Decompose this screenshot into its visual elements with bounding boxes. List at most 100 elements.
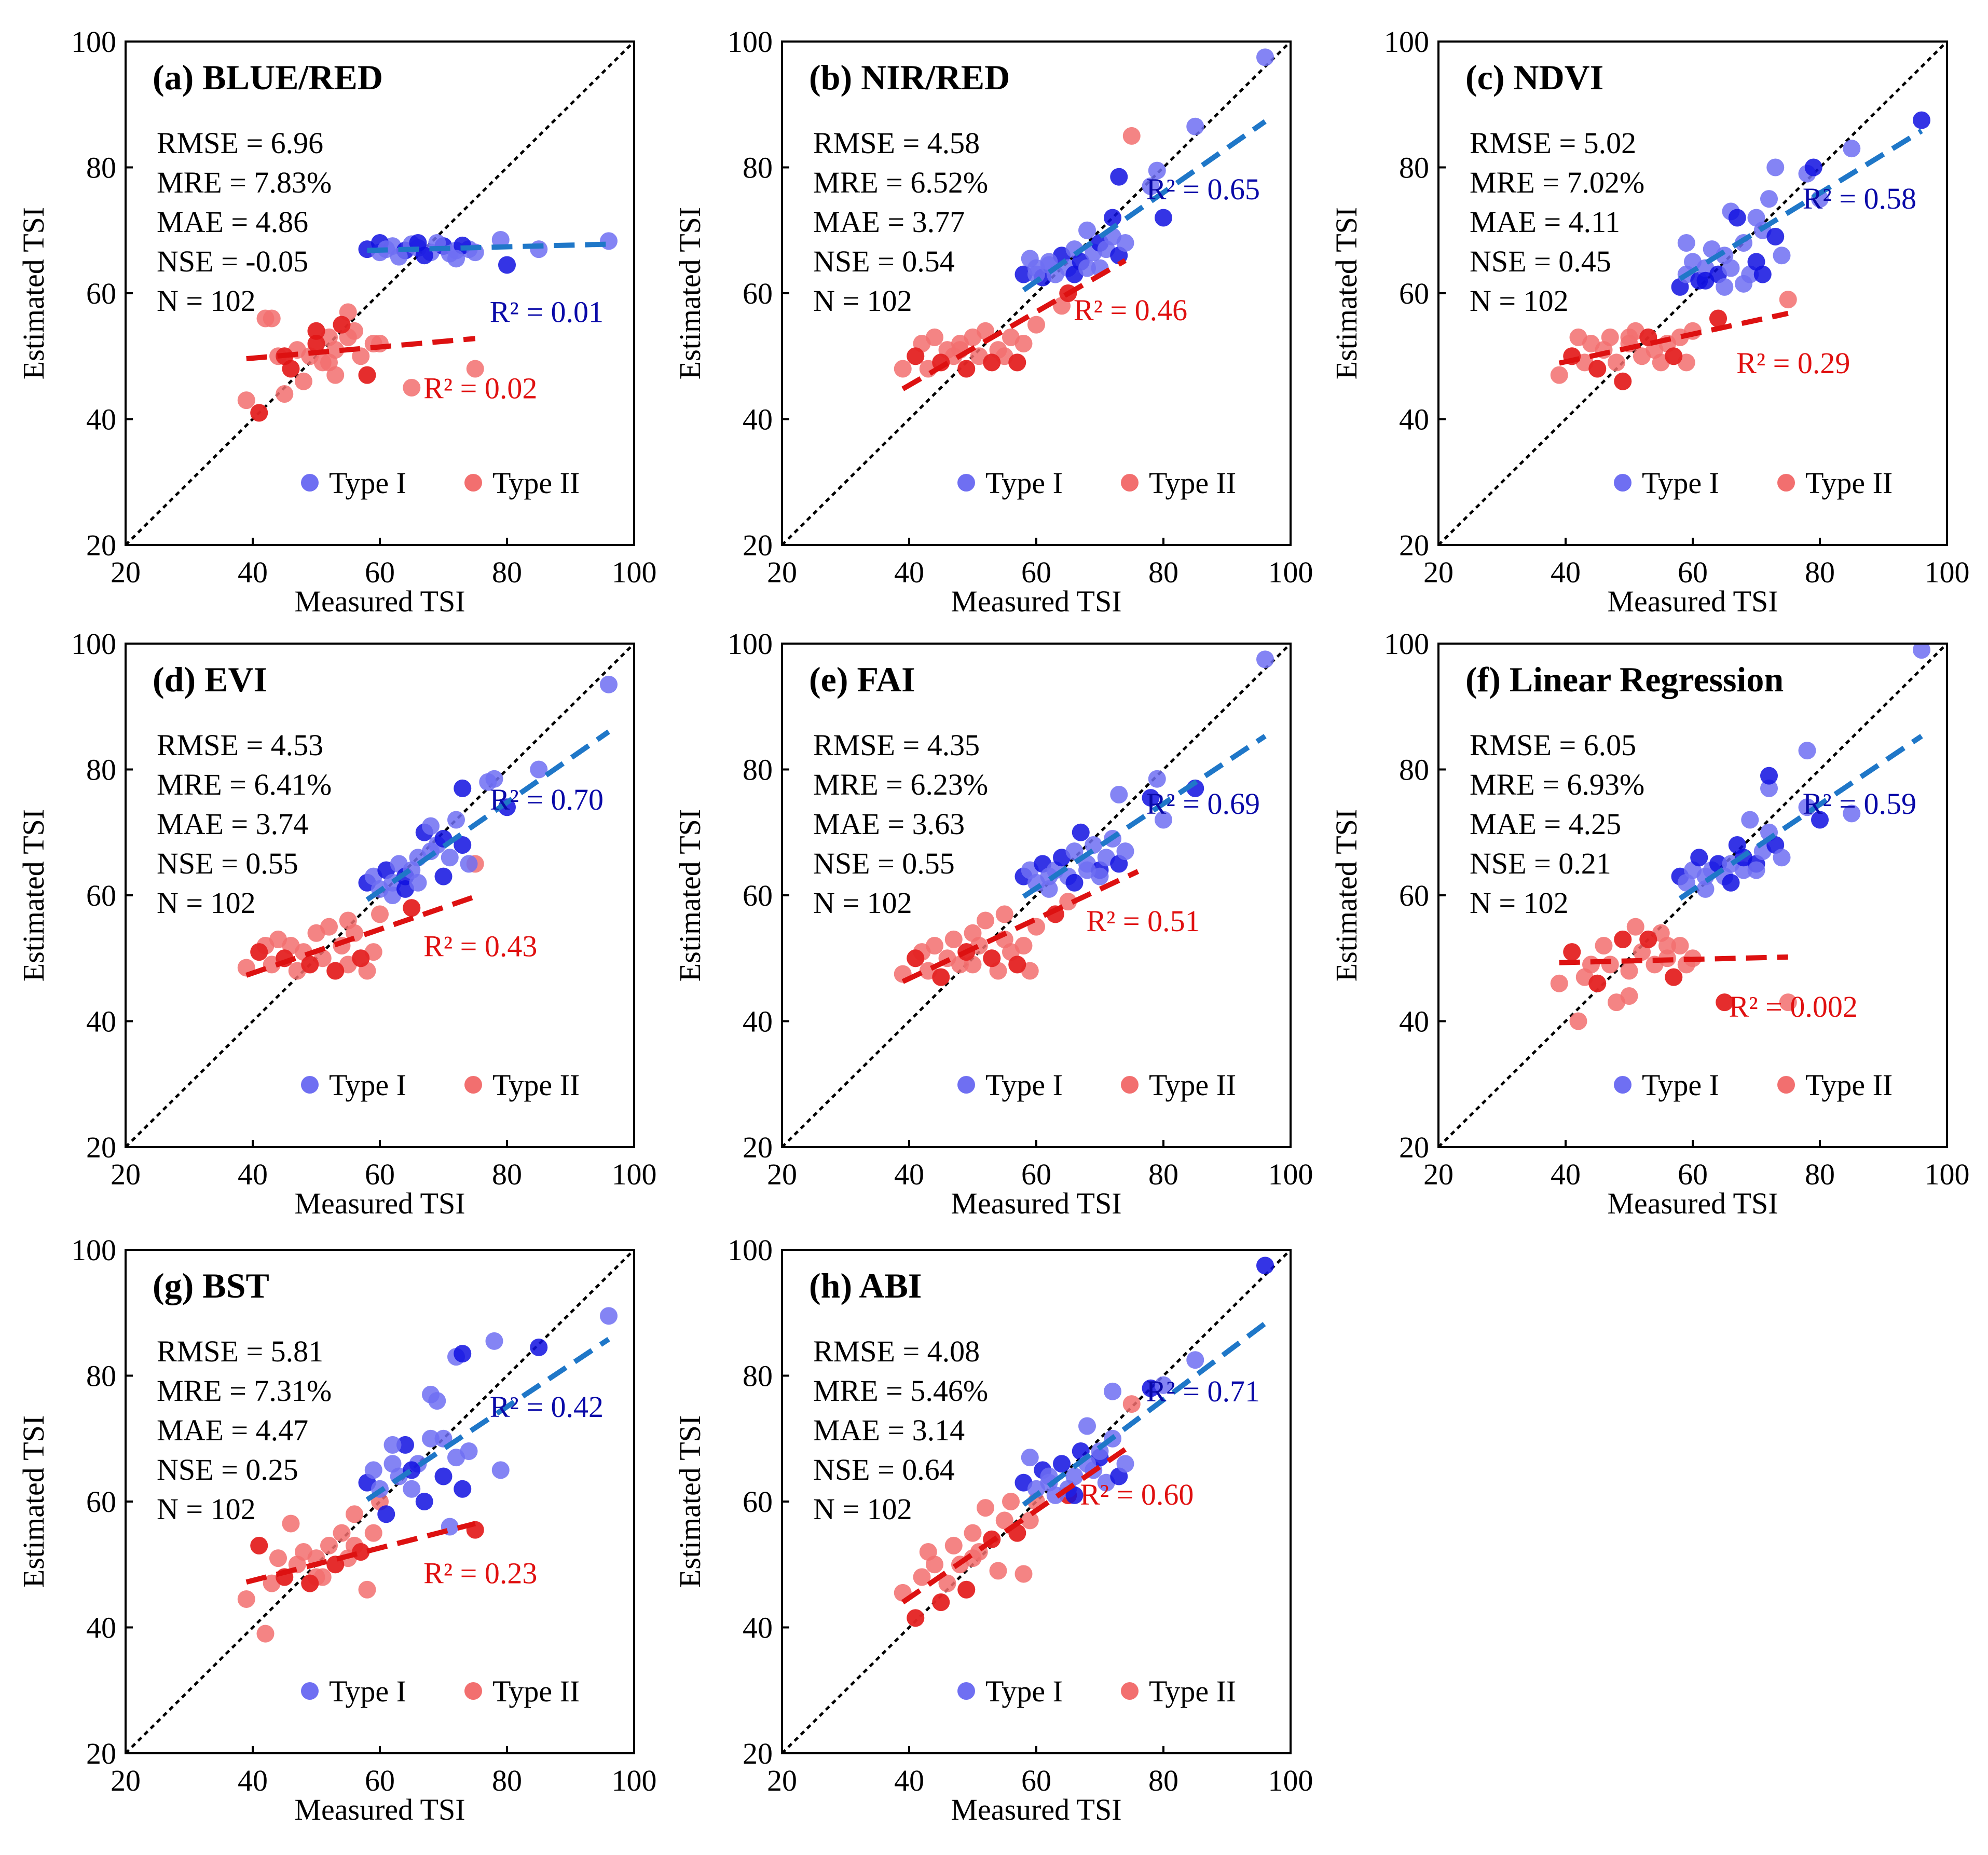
x-tick-label: 60 [1021, 555, 1051, 589]
point-type-i [1065, 874, 1084, 892]
point-type-ii [237, 1590, 255, 1608]
fit-line-type-i [365, 1337, 610, 1502]
point-type-i [1766, 158, 1785, 176]
y-tick-label: 40 [86, 1005, 116, 1039]
stat-line: MRE = 7.31% [157, 1374, 332, 1408]
point-type-i [530, 760, 548, 779]
r2-type-ii: R² = 0.02 [423, 371, 537, 405]
point-type-ii [269, 1549, 287, 1567]
fit-line-type-ii [901, 1442, 1133, 1605]
point-type-ii [1014, 335, 1033, 352]
legend-label-type-i: Type I [329, 1068, 406, 1102]
stat-line: RMSE = 5.81 [157, 1334, 323, 1368]
y-tick-label: 20 [743, 528, 773, 562]
plot-area [1438, 644, 1947, 1147]
stats-block: RMSE = 4.35 MRE = 6.23% MAE = 3.63 NSE = 0.… [813, 728, 988, 920]
point-type-ii [307, 322, 325, 340]
x-axis: 20 40 60 80 100 [111, 1140, 657, 1191]
point-type-ii [1716, 993, 1734, 1012]
x-tick-label: 20 [111, 1764, 141, 1797]
point-type-i [1186, 117, 1204, 135]
r2-type-i: R² = 0.70 [490, 783, 604, 816]
point-type-ii [403, 378, 421, 397]
x-tick-label: 20 [1423, 1157, 1454, 1191]
point-type-ii [1008, 353, 1026, 372]
point-type-ii [1626, 918, 1644, 936]
point-type-ii [957, 360, 976, 378]
y-tick-label: 80 [1399, 753, 1429, 787]
stat-line: N = 102 [1470, 886, 1569, 920]
point-type-i [409, 874, 427, 892]
legend-marker-type-i [957, 1682, 975, 1700]
y-tick-label: 20 [743, 1130, 773, 1164]
y-tick-label: 80 [743, 1359, 773, 1393]
one-to-one-line [782, 1250, 1291, 1753]
point-type-ii [1779, 291, 1797, 309]
y-tick-label: 20 [86, 1130, 116, 1164]
point-type-ii [1665, 968, 1683, 986]
y-axis-label: Estimated TSI [673, 207, 707, 379]
point-type-i [530, 1338, 548, 1356]
series-type-ii [237, 303, 484, 422]
legend-label-type-ii: Type II [1149, 1674, 1236, 1708]
r2-type-ii: R² = 0.51 [1086, 904, 1200, 938]
y-tick-label: 60 [1399, 879, 1429, 912]
r2-type-ii: R² = 0.29 [1736, 346, 1850, 380]
fit-line-type-i [1022, 734, 1267, 899]
point-type-ii [301, 956, 319, 974]
r2-type-i: R² = 0.59 [1803, 787, 1916, 821]
point-type-i [1142, 789, 1160, 807]
point-type-ii [1639, 930, 1657, 948]
point-type-i [1065, 842, 1084, 861]
y-tick-label: 20 [743, 1737, 773, 1770]
x-tick-label: 100 [1268, 1157, 1313, 1191]
y-axis: 20 40 60 80 100 [728, 627, 789, 1164]
stat-line: MAE = 3.14 [813, 1413, 965, 1447]
point-type-ii [371, 905, 389, 923]
point-type-i [460, 1442, 478, 1460]
point-type-i [485, 770, 503, 788]
x-tick-label: 60 [1021, 1157, 1051, 1191]
legend-label-type-i: Type I [985, 1674, 1063, 1708]
point-type-ii [913, 1568, 931, 1586]
y-tick-label: 80 [743, 753, 773, 787]
x-axis: 20 40 60 80 100 [111, 1746, 657, 1797]
point-type-i [1186, 1351, 1204, 1369]
stat-line: MRE = 5.46% [813, 1374, 988, 1408]
panel-2: 20 40 60 80 100 20 40 60 80 100 Measured TSI Estima… [673, 25, 1313, 618]
point-type-ii [282, 1515, 300, 1533]
y-tick-label: 100 [1384, 25, 1429, 59]
point-type-i [1072, 823, 1090, 841]
point-type-i [1722, 259, 1740, 277]
point-type-i [1760, 767, 1778, 785]
fit-line-type-i [365, 729, 610, 902]
point-type-i [1690, 849, 1708, 867]
series-type-ii [894, 127, 1141, 378]
point-type-ii [907, 1609, 925, 1627]
x-tick-label: 20 [767, 1764, 797, 1797]
one-to-one-line [126, 644, 634, 1147]
legend: Type I Type II [1614, 1068, 1893, 1102]
point-type-i [415, 1493, 433, 1510]
point-type-i [491, 230, 510, 249]
point-type-ii [1014, 1565, 1033, 1583]
point-type-ii [1588, 974, 1607, 992]
legend-marker-type-ii [464, 474, 482, 492]
y-tick-label: 40 [1399, 403, 1429, 437]
point-type-i [422, 817, 440, 835]
point-type-ii [333, 1524, 351, 1542]
point-type-i [1110, 786, 1128, 803]
point-type-i [1116, 1455, 1134, 1473]
legend-label-type-ii: Type II [1805, 466, 1893, 500]
point-type-ii [932, 968, 950, 986]
x-tick-label: 40 [894, 1764, 924, 1797]
x-tick-label: 60 [1021, 1764, 1051, 1797]
x-axis-label: Measured TSI [1607, 584, 1778, 618]
stat-line: NSE = 0.21 [1470, 847, 1611, 880]
point-type-i [1722, 874, 1740, 892]
panel-title: (a) BLUE/RED [153, 58, 383, 97]
y-tick-label: 80 [743, 151, 773, 185]
legend: Type I Type II [957, 1068, 1236, 1102]
y-axis-label: Estimated TSI [1329, 809, 1363, 981]
